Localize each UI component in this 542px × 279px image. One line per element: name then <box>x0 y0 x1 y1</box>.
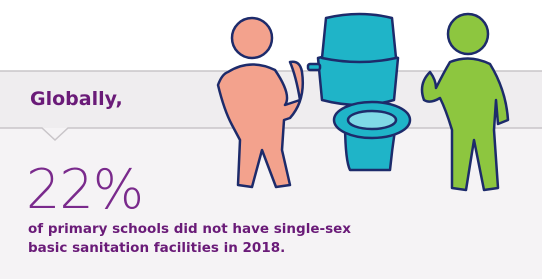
header-title: Globally, <box>30 88 123 110</box>
statistic-description: of primary schools did not have single-s… <box>28 220 368 258</box>
infographic: Globally, 22% of primary schools did not… <box>0 0 542 279</box>
statistic-value: 22% <box>26 158 143 221</box>
